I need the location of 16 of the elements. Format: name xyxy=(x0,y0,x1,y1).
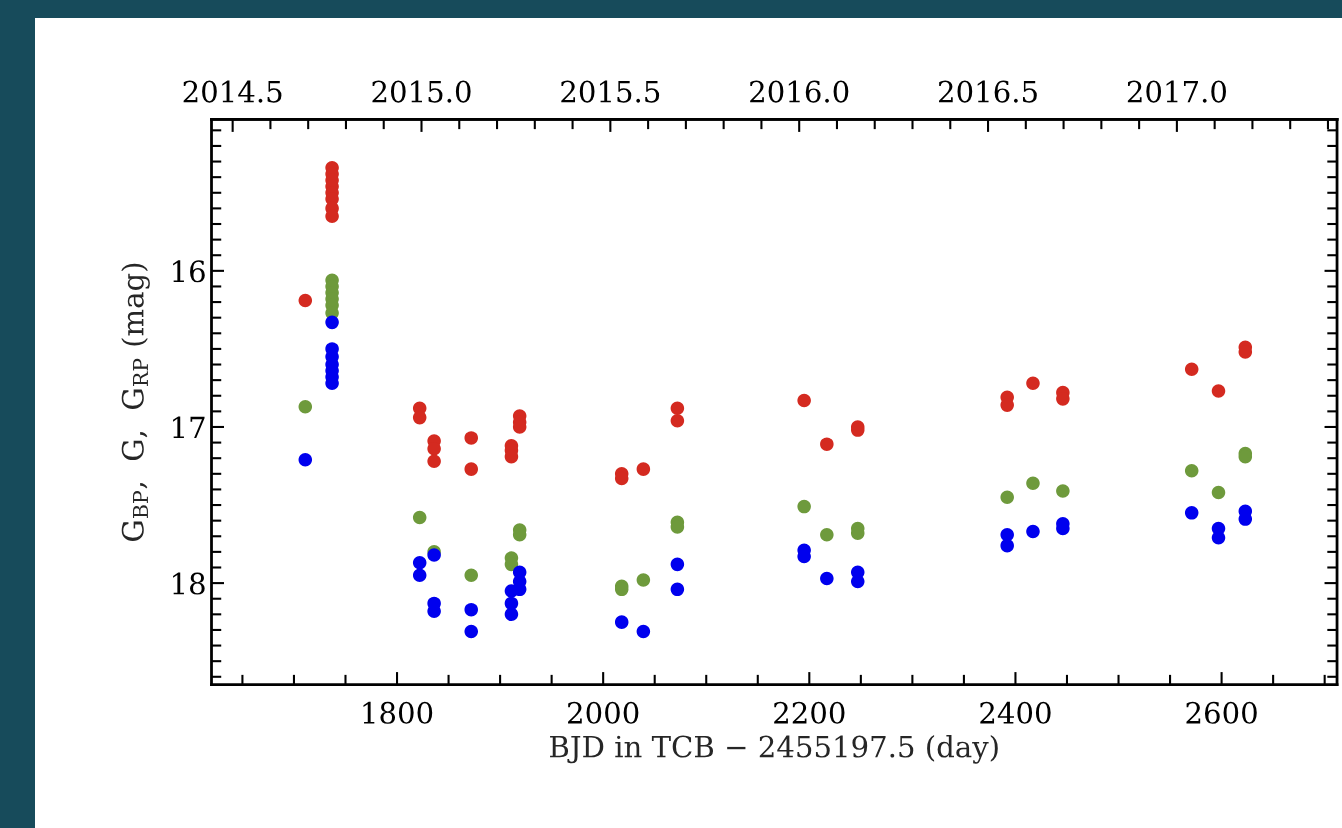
y-tick-label: 16 xyxy=(173,260,205,283)
x2-tick-label: 2015.5 xyxy=(561,80,660,103)
x2-tick-label: 2015.0 xyxy=(372,80,471,103)
x2-tick-label: 2016.0 xyxy=(750,80,849,103)
x-tick-label: 1800 xyxy=(363,701,433,724)
x2-tick-label: 2017.0 xyxy=(1127,80,1226,103)
x-tick-label: 2600 xyxy=(1186,701,1257,724)
x-tick-label: 2000 xyxy=(568,701,639,724)
x-tick-label: 2200 xyxy=(774,701,845,724)
x2-tick-label: 2014.5 xyxy=(183,80,282,103)
x-axis-title: BJD in TCB − 2455197.5 (day) xyxy=(550,735,998,764)
x-tick-label: 2400 xyxy=(980,701,1051,724)
y-axis-title: G$_{BP}$, G, G$_{RP}$ (mag) xyxy=(121,263,150,541)
y-tick-label: 18 xyxy=(173,572,205,595)
x2-tick-label: 2016.5 xyxy=(938,80,1037,103)
y-tick-label: 17 xyxy=(173,416,205,439)
